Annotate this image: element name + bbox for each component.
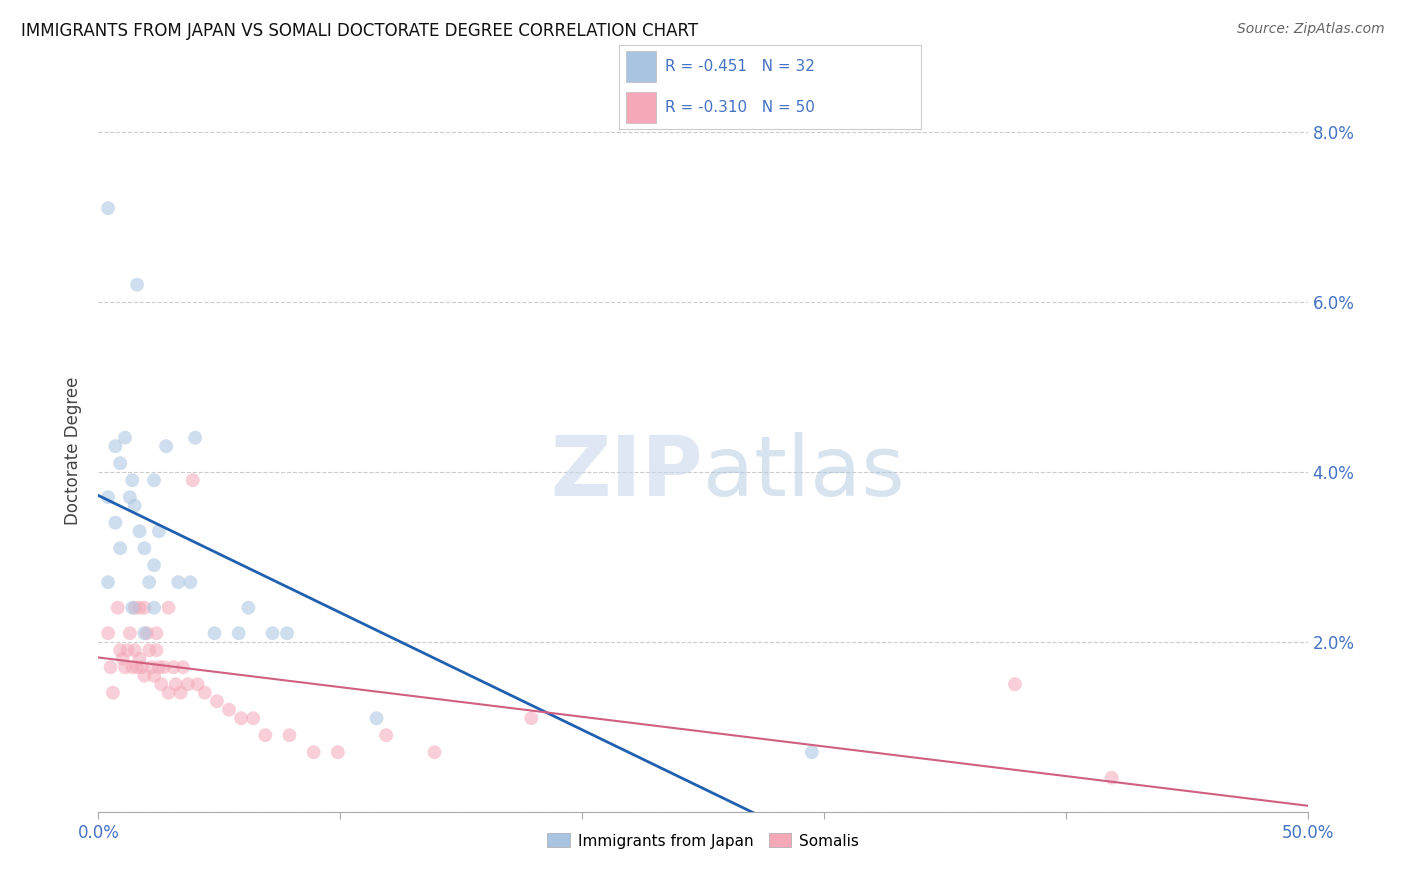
Point: [228, 626, 250, 640]
Point: [179, 575, 201, 590]
Point: [108, 643, 131, 657]
Text: IMMIGRANTS FROM JAPAN VS SOMALI DOCTORATE DEGREE CORRELATION CHART: IMMIGRANTS FROM JAPAN VS SOMALI DOCTORAT…: [21, 22, 699, 40]
Point: [1101, 771, 1123, 785]
Point: [218, 703, 240, 717]
Text: Source: ZipAtlas.com: Source: ZipAtlas.com: [1237, 22, 1385, 37]
Point: [276, 626, 298, 640]
Point: [167, 575, 190, 590]
Point: [162, 660, 184, 674]
Point: [143, 600, 166, 615]
Point: [157, 686, 180, 700]
Point: [128, 524, 150, 539]
Point: [229, 711, 252, 725]
Point: [204, 626, 226, 640]
Point: [375, 728, 398, 742]
Point: [1004, 677, 1026, 691]
Point: [121, 660, 143, 674]
Point: [108, 456, 131, 470]
Point: [145, 626, 167, 640]
Point: [184, 431, 207, 445]
Point: [141, 660, 163, 674]
Point: [128, 600, 150, 615]
Point: [326, 745, 349, 759]
Point: [169, 686, 191, 700]
Point: [107, 600, 129, 615]
Point: [181, 473, 204, 487]
Point: [111, 651, 134, 665]
Point: [101, 686, 124, 700]
Point: [127, 277, 149, 292]
Point: [134, 626, 156, 640]
Point: [124, 499, 146, 513]
Point: [138, 643, 160, 657]
Point: [148, 524, 170, 539]
Point: [194, 686, 217, 700]
Point: [278, 728, 301, 742]
Point: [157, 600, 180, 615]
Point: [104, 516, 127, 530]
Point: [114, 660, 136, 674]
Point: [135, 626, 157, 640]
Point: [114, 431, 136, 445]
Y-axis label: Doctorate Degree: Doctorate Degree: [65, 376, 83, 524]
Point: [262, 626, 284, 640]
Point: [177, 677, 200, 691]
Point: [128, 651, 150, 665]
Point: [165, 677, 187, 691]
Text: atlas: atlas: [703, 432, 904, 513]
Point: [104, 439, 127, 453]
Point: [100, 660, 122, 674]
Point: [143, 473, 166, 487]
Point: [117, 643, 139, 657]
Point: [238, 600, 260, 615]
Point: [121, 600, 143, 615]
Point: [134, 669, 156, 683]
Point: [124, 600, 146, 615]
Point: [302, 745, 325, 759]
Point: [152, 660, 174, 674]
Point: [800, 745, 823, 759]
Point: [97, 575, 120, 590]
Point: [108, 541, 131, 556]
Point: [148, 660, 170, 674]
Point: [205, 694, 228, 708]
Point: [155, 439, 177, 453]
Point: [145, 643, 167, 657]
Point: [143, 558, 166, 573]
Point: [97, 201, 120, 215]
Point: [121, 473, 143, 487]
Point: [242, 711, 264, 725]
Text: R = -0.310   N = 50: R = -0.310 N = 50: [665, 100, 815, 115]
Point: [150, 677, 173, 691]
Point: [97, 626, 120, 640]
Point: [254, 728, 277, 742]
Point: [187, 677, 209, 691]
FancyBboxPatch shape: [626, 92, 657, 122]
Point: [127, 660, 149, 674]
Point: [520, 711, 543, 725]
FancyBboxPatch shape: [626, 52, 657, 82]
Point: [131, 660, 153, 674]
Point: [172, 660, 194, 674]
Point: [366, 711, 388, 725]
Point: [124, 643, 146, 657]
Text: ZIP: ZIP: [551, 432, 703, 513]
Point: [118, 626, 141, 640]
Point: [143, 669, 166, 683]
Point: [118, 490, 141, 504]
Legend: Immigrants from Japan, Somalis: Immigrants from Japan, Somalis: [541, 828, 865, 855]
Point: [134, 541, 156, 556]
Point: [138, 575, 160, 590]
Point: [134, 600, 156, 615]
Text: R = -0.451   N = 32: R = -0.451 N = 32: [665, 59, 815, 74]
Point: [423, 745, 446, 759]
Point: [97, 490, 120, 504]
